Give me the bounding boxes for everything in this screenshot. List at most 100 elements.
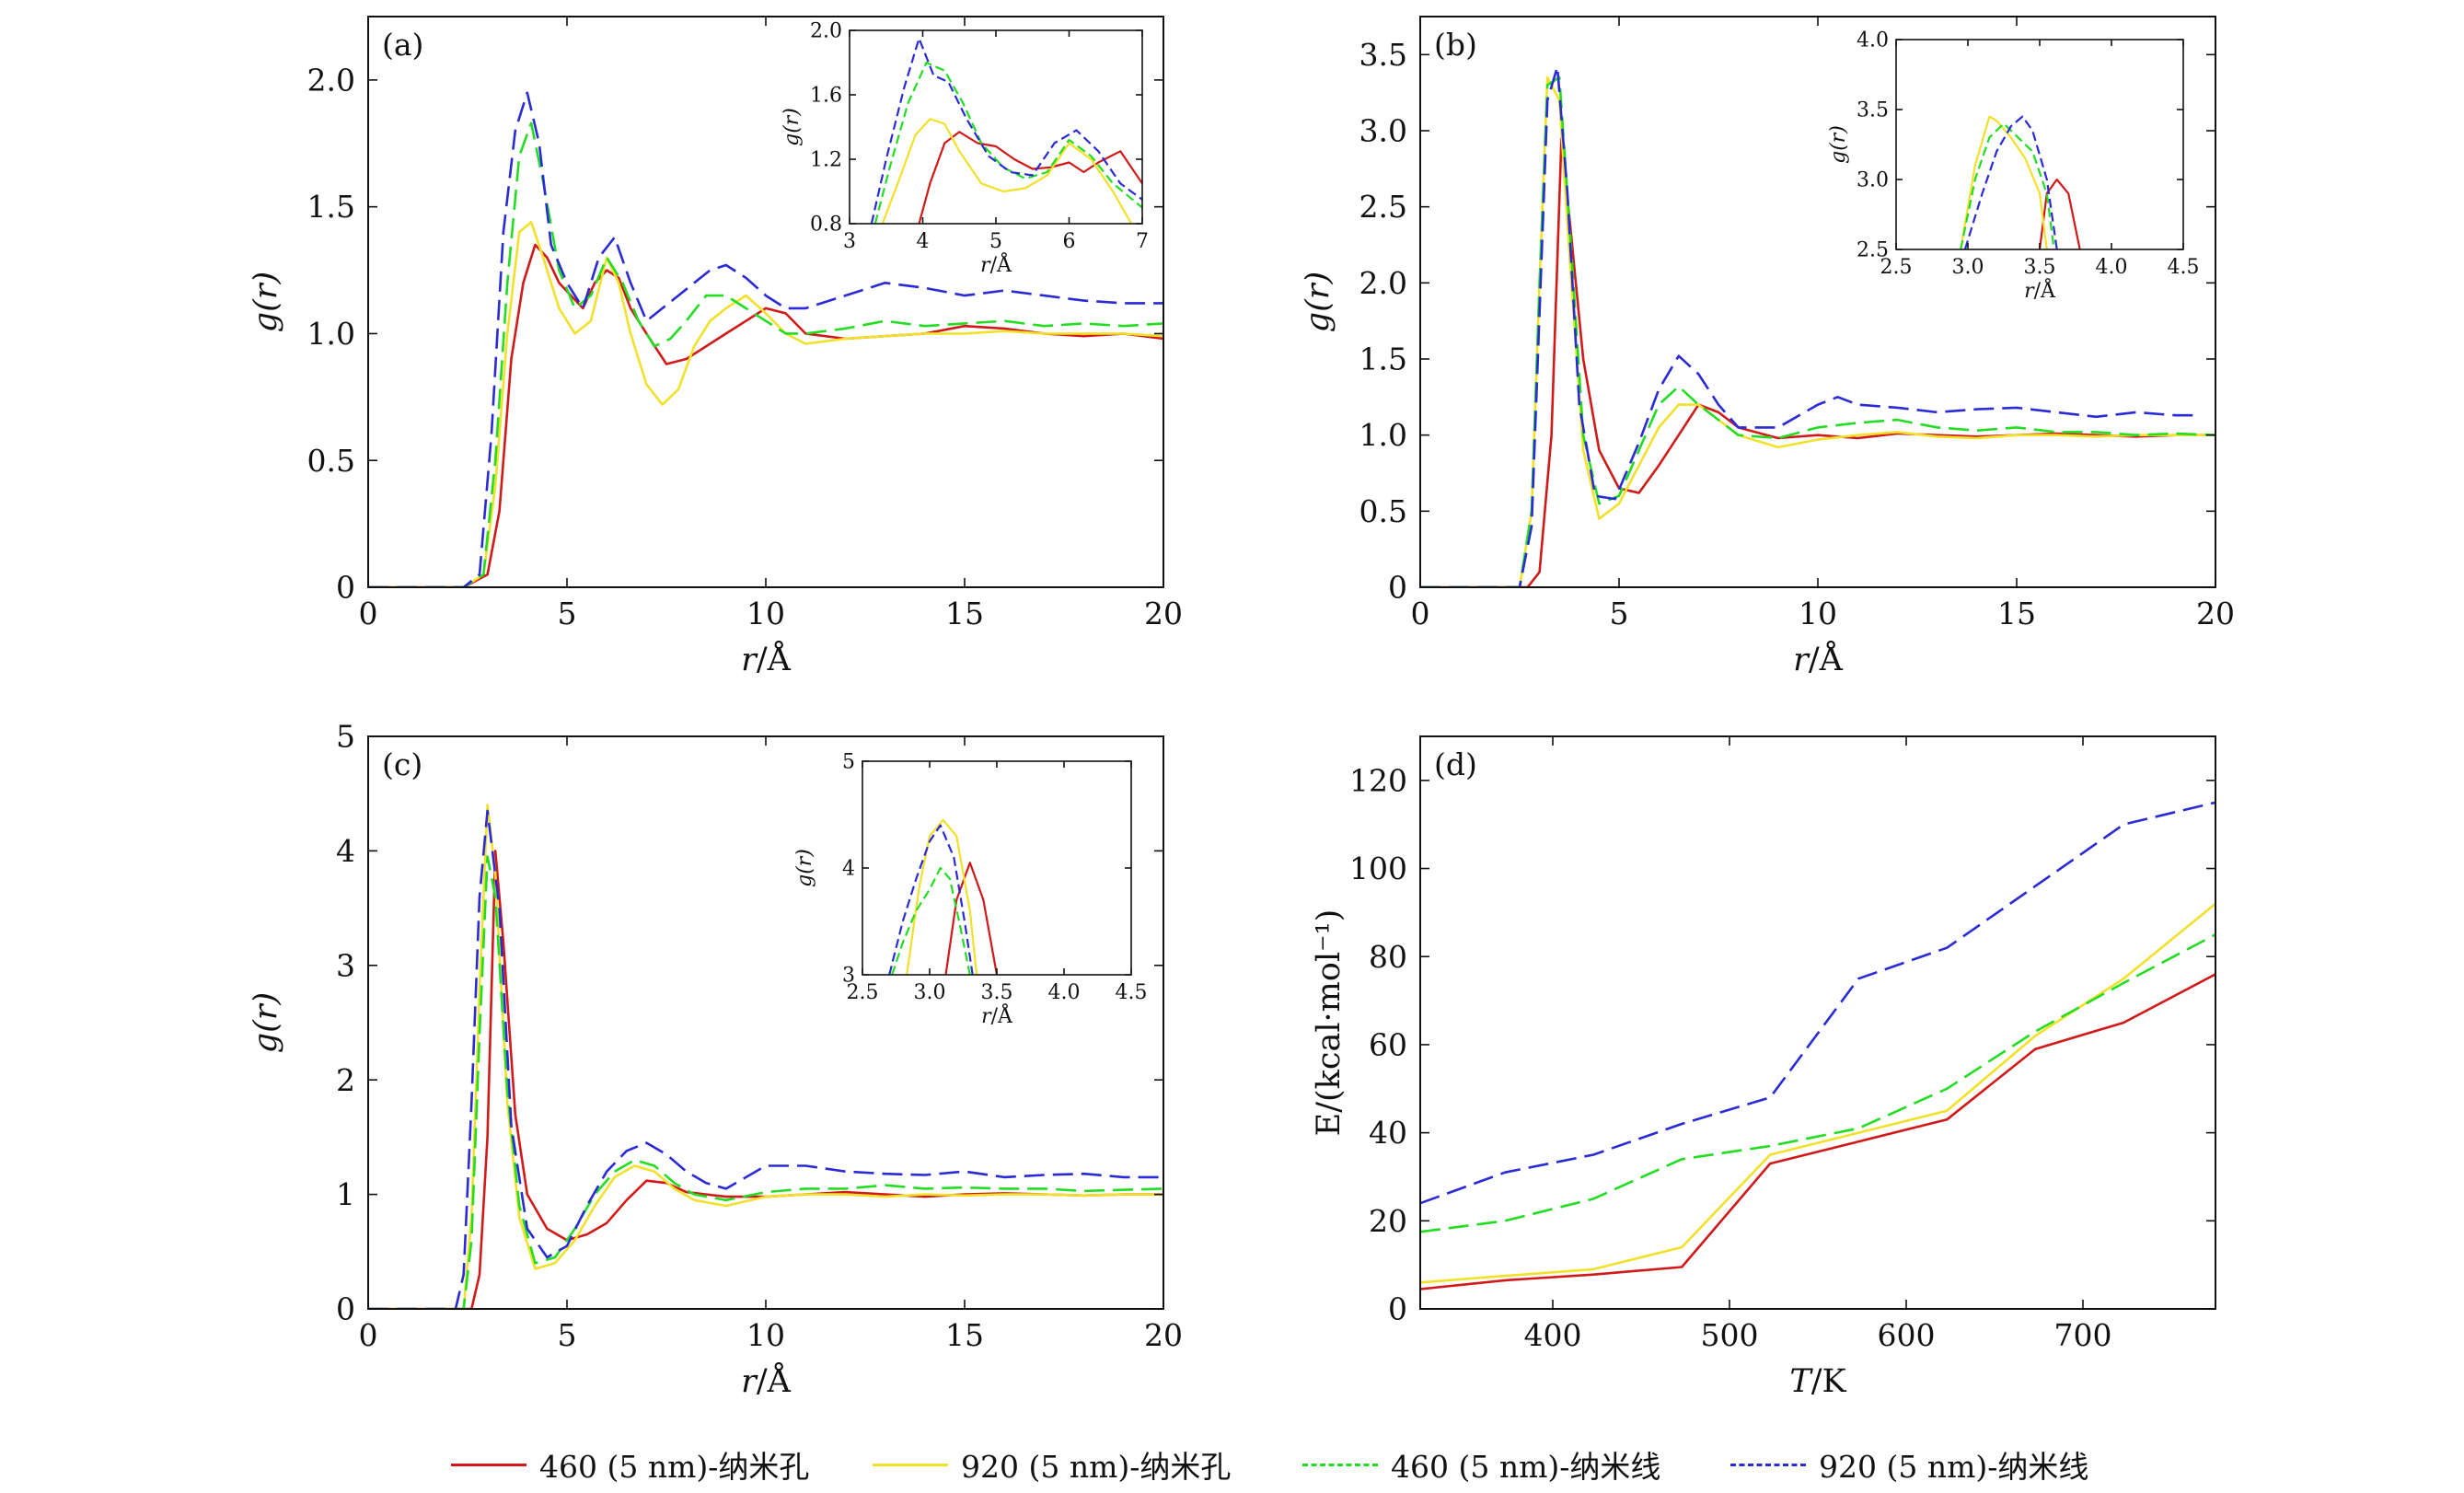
series-line-2	[1960, 115, 2048, 249]
y-tick-label: 0	[336, 570, 355, 606]
x-axis-unit: /Å	[757, 639, 792, 678]
y-tick-label: 3	[842, 965, 855, 988]
x-axis-label: r/Å	[981, 1002, 1013, 1028]
y-tick-label: 5	[336, 719, 355, 755]
y-tick-label: 120	[1349, 762, 1407, 798]
x-tick-label: 20	[1144, 1317, 1183, 1353]
series-line-3	[1960, 122, 2055, 249]
x-tick-label: 15	[1997, 596, 2036, 631]
x-tick-label: 3.5	[2024, 256, 2056, 279]
series-line-4	[870, 37, 1142, 224]
series-line-2	[906, 818, 978, 975]
x-axis-label: r/Å	[741, 639, 792, 678]
series-line-4	[368, 809, 1163, 1309]
x-axis-unit: /Å	[2034, 277, 2056, 303]
series-line-4	[368, 91, 1163, 587]
y-tick-label: 0.5	[307, 443, 355, 479]
x-tick-label: 0	[359, 596, 378, 631]
x-tick-label: 20	[1144, 596, 1183, 631]
y-axis-label: g(r)	[248, 272, 284, 332]
legend-label: 460 (5 nm)-纳米线	[1391, 1449, 1661, 1485]
x-tick-label: 15	[945, 596, 984, 631]
plot-area	[1420, 736, 2215, 1309]
y-tick-label: 1	[336, 1176, 355, 1212]
y-tick-label: 1.0	[307, 316, 355, 352]
y-tick-label: 3.5	[1857, 99, 1889, 122]
y-tick-label: 1.5	[1359, 341, 1407, 377]
y-tick-label: 4	[842, 858, 855, 881]
legend-label: 920 (5 nm)-纳米线	[1819, 1449, 2089, 1485]
x-axis-unit: /Å	[757, 1360, 792, 1400]
y-tick-label: 2.5	[1857, 239, 1889, 262]
legend-item-460-nanopore: 460 (5 nm)-纳米孔	[451, 1441, 809, 1487]
x-tick-label: 6	[1063, 230, 1076, 253]
x-axis-variable: T	[1789, 1363, 1813, 1400]
y-tick-label: 3.0	[1359, 113, 1407, 149]
y-tick-label: 2.0	[810, 20, 842, 43]
legend-swatch	[1730, 1463, 1806, 1466]
plot-area	[862, 761, 1131, 975]
y-axis-label: E/(kcal·mol⁻¹)	[1311, 909, 1348, 1137]
panel-label: (a)	[382, 27, 423, 63]
y-tick-label: 3.0	[1857, 169, 1889, 192]
y-tick-label: 0	[336, 1291, 355, 1327]
x-tick-label: 4	[917, 230, 930, 253]
y-tick-label: 40	[1369, 1115, 1407, 1151]
x-tick-label: 15	[945, 1317, 984, 1353]
x-tick-label: 700	[2054, 1317, 2112, 1353]
panel-label: (d)	[1434, 746, 1477, 782]
chart-c-inset: 2.5 3.0 3.5 4.0 4.5 3 4 5 r/Å g(r)	[793, 751, 1148, 1028]
plot-frame	[1419, 735, 2216, 1310]
y-tick-label: 0.8	[810, 214, 842, 237]
series-line-3	[368, 855, 1163, 1309]
legend-swatch	[873, 1463, 948, 1466]
series-line-1	[944, 862, 999, 975]
series-line-4	[888, 824, 974, 975]
legend-label: 920 (5 nm)-纳米孔	[961, 1449, 1232, 1485]
y-tick-label: 3.5	[1359, 37, 1407, 73]
legend-label: 460 (5 nm)-纳米孔	[539, 1449, 810, 1485]
x-tick-label: 4.0	[1048, 981, 1081, 1004]
x-axis-unit: /Å	[1809, 639, 1844, 678]
x-tick-label: 0	[1411, 596, 1430, 631]
x-tick-label: 4.5	[2168, 256, 2200, 279]
y-tick-label: 2	[336, 1062, 355, 1098]
x-axis-label: r/Å	[2024, 277, 2056, 303]
y-tick-label: 5	[842, 751, 855, 774]
x-axis-unit: /Å	[990, 251, 1012, 277]
x-tick-label: 0	[359, 1317, 378, 1353]
series-line-1	[2038, 178, 2081, 249]
x-axis-label: T/K	[1789, 1363, 1846, 1400]
y-tick-label: 80	[1369, 939, 1407, 975]
x-axis-variable: r	[1793, 642, 1810, 678]
plot-area	[850, 30, 1142, 224]
x-tick-label: 5	[1610, 596, 1629, 631]
series-line-2	[1420, 902, 2215, 1284]
x-tick-label: 3.0	[1952, 256, 1984, 279]
series-line-4	[1420, 65, 2196, 587]
y-tick-label: 1.5	[307, 189, 355, 225]
y-tick-label: 4.0	[1857, 29, 1889, 52]
x-tick-label: 5	[989, 230, 1002, 253]
y-axis-label: g(r)	[781, 108, 804, 146]
series-line-2	[881, 118, 1133, 224]
x-axis-label: r/Å	[741, 1360, 792, 1400]
series-line-3	[1420, 933, 2215, 1233]
x-tick-label: 4.5	[1116, 981, 1148, 1004]
chart-b-inset: 2.5 3.0 3.5 4.0 4.5 2.5 3.0 3.5 4.0 r/Å g(r)	[1827, 29, 2200, 303]
x-axis-variable: r	[981, 1005, 992, 1028]
x-tick-label: 20	[2196, 596, 2235, 631]
x-tick-label: 400	[1524, 1317, 1582, 1353]
series-line-2	[368, 220, 1163, 587]
series-line-3	[873, 61, 1142, 224]
x-tick-label: 3.5	[981, 981, 1013, 1004]
series-line-4	[1420, 801, 2215, 1205]
series-line-3	[368, 122, 1163, 587]
series-line-2	[368, 804, 1163, 1309]
panel-label: (c)	[382, 746, 422, 782]
legend-swatch	[1302, 1463, 1378, 1466]
x-axis-label: r/Å	[980, 251, 1012, 277]
y-tick-label: 0	[1388, 1291, 1407, 1327]
series-line-3	[891, 866, 971, 975]
